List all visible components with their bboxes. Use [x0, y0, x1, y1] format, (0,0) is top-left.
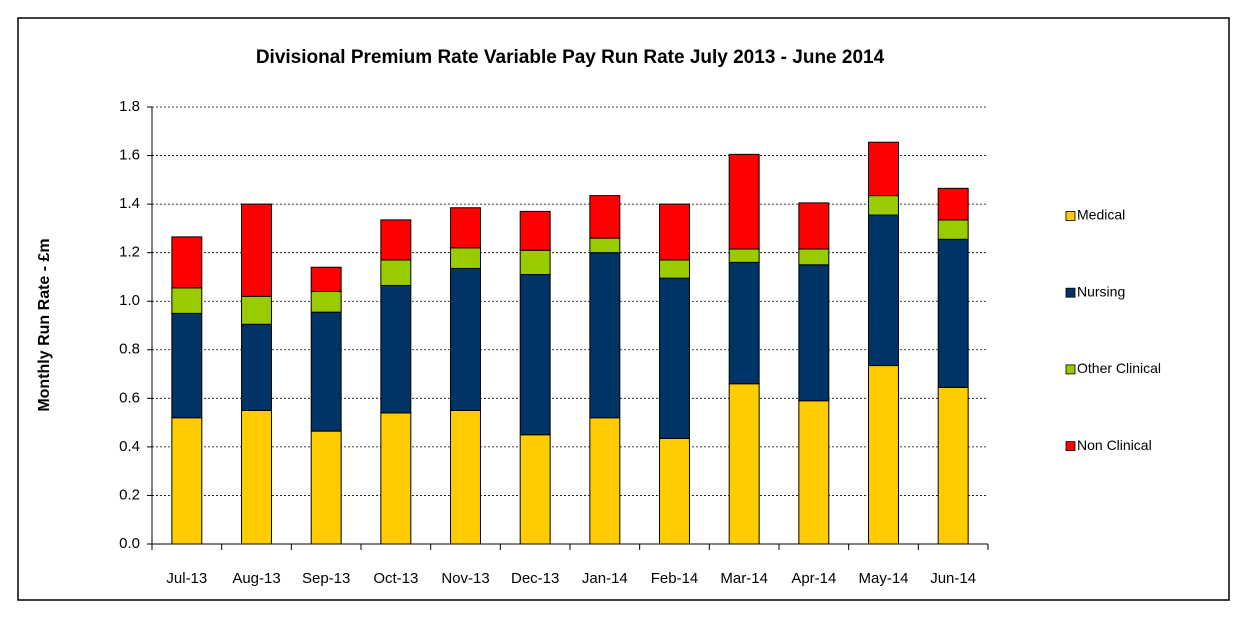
chart-title: Divisional Premium Rate Variable Pay Run…: [256, 47, 885, 68]
x-tick-label: Jun-14: [930, 570, 976, 587]
bar-segment: [380, 219, 412, 261]
y-tick-label: 0.2: [119, 486, 140, 503]
bar-segment: [868, 195, 899, 216]
bar-segment: [380, 412, 412, 545]
bar-segment: [519, 210, 551, 251]
bar-segment: [728, 153, 760, 250]
bar-segment: [241, 409, 272, 545]
bar-segment: [868, 365, 899, 545]
bar-segment: [241, 203, 272, 297]
bar-segment: [589, 417, 621, 545]
x-tick-label: Jul-13: [166, 570, 207, 587]
bar-segment: [380, 259, 412, 286]
y-tick-label: 0.6: [119, 389, 140, 406]
y-tick-label: 0.0: [119, 535, 140, 552]
legend-swatch: [1065, 441, 1076, 452]
bar-segment: [450, 247, 481, 269]
legend-label: Medical: [1077, 207, 1125, 223]
bar-segment: [937, 219, 969, 240]
y-tick-label: 0.8: [119, 341, 140, 358]
bar-segment: [519, 274, 551, 436]
x-tick-label: Nov-13: [441, 570, 489, 587]
bar-segment: [450, 267, 481, 411]
bar-segment: [310, 266, 342, 293]
bar-segment: [241, 323, 272, 411]
y-tick-label: 1.0: [119, 292, 140, 309]
x-tick-label: Sep-13: [302, 570, 350, 587]
x-tick-label: Feb-14: [651, 570, 699, 587]
bar-segment: [728, 383, 760, 545]
bar-segment: [798, 400, 830, 545]
y-tick-label: 1.8: [119, 98, 140, 115]
bar-segment: [659, 437, 690, 545]
bar-segment: [310, 291, 342, 313]
bar-segment: [171, 287, 203, 314]
x-tick-label: Dec-13: [511, 570, 559, 587]
bar-segment: [241, 295, 272, 325]
bar-segment: [380, 284, 412, 414]
bar-segment: [171, 236, 203, 289]
bar-segment: [310, 430, 342, 545]
legend-swatch: [1065, 364, 1076, 375]
bar-segment: [171, 417, 203, 545]
y-tick-label: 1.2: [119, 244, 140, 261]
bar-segment: [728, 248, 760, 263]
bar-segment: [728, 261, 760, 385]
bar-segment: [868, 214, 899, 367]
x-tick-label: Aug-13: [232, 570, 280, 587]
x-tick-label: Mar-14: [720, 570, 768, 587]
bar-segment: [589, 252, 621, 419]
legend-label: Nursing: [1077, 283, 1125, 299]
bar-segment: [310, 311, 342, 432]
legend-label: Other Clinical: [1077, 360, 1161, 376]
bar-segment: [937, 187, 969, 221]
y-tick-label: 1.6: [119, 147, 140, 164]
x-tick-label: May-14: [858, 570, 908, 587]
legend-label: Non Clinical: [1077, 437, 1152, 453]
bar-segment: [937, 238, 969, 388]
y-tick-label: 0.4: [119, 438, 140, 455]
legend-swatch: [1065, 211, 1076, 221]
bar-segment: [937, 386, 969, 545]
bar-segment: [798, 248, 830, 266]
bar-segment: [589, 237, 621, 254]
bar-segment: [519, 434, 551, 545]
x-tick-label: Apr-14: [791, 570, 836, 587]
bar-segment: [659, 259, 690, 279]
chart-frame: [17, 17, 1230, 601]
bar-segment: [659, 277, 690, 439]
bar-segment: [589, 195, 621, 239]
y-axis-label: Monthly Run Rate - £m: [36, 238, 53, 411]
y-tick-label: 1.4: [119, 195, 140, 212]
x-tick-label: Jan-14: [582, 570, 628, 587]
bar-segment: [798, 202, 830, 250]
legend-swatch: [1065, 287, 1076, 298]
bar-segment: [798, 264, 830, 402]
bar-segment: [450, 409, 481, 545]
bar-segment: [450, 207, 481, 249]
bar-segment: [519, 249, 551, 276]
bar-segment: [171, 312, 203, 419]
x-tick-label: Oct-13: [373, 570, 418, 587]
bar-segment: [868, 141, 899, 197]
bar-segment: [659, 203, 690, 261]
